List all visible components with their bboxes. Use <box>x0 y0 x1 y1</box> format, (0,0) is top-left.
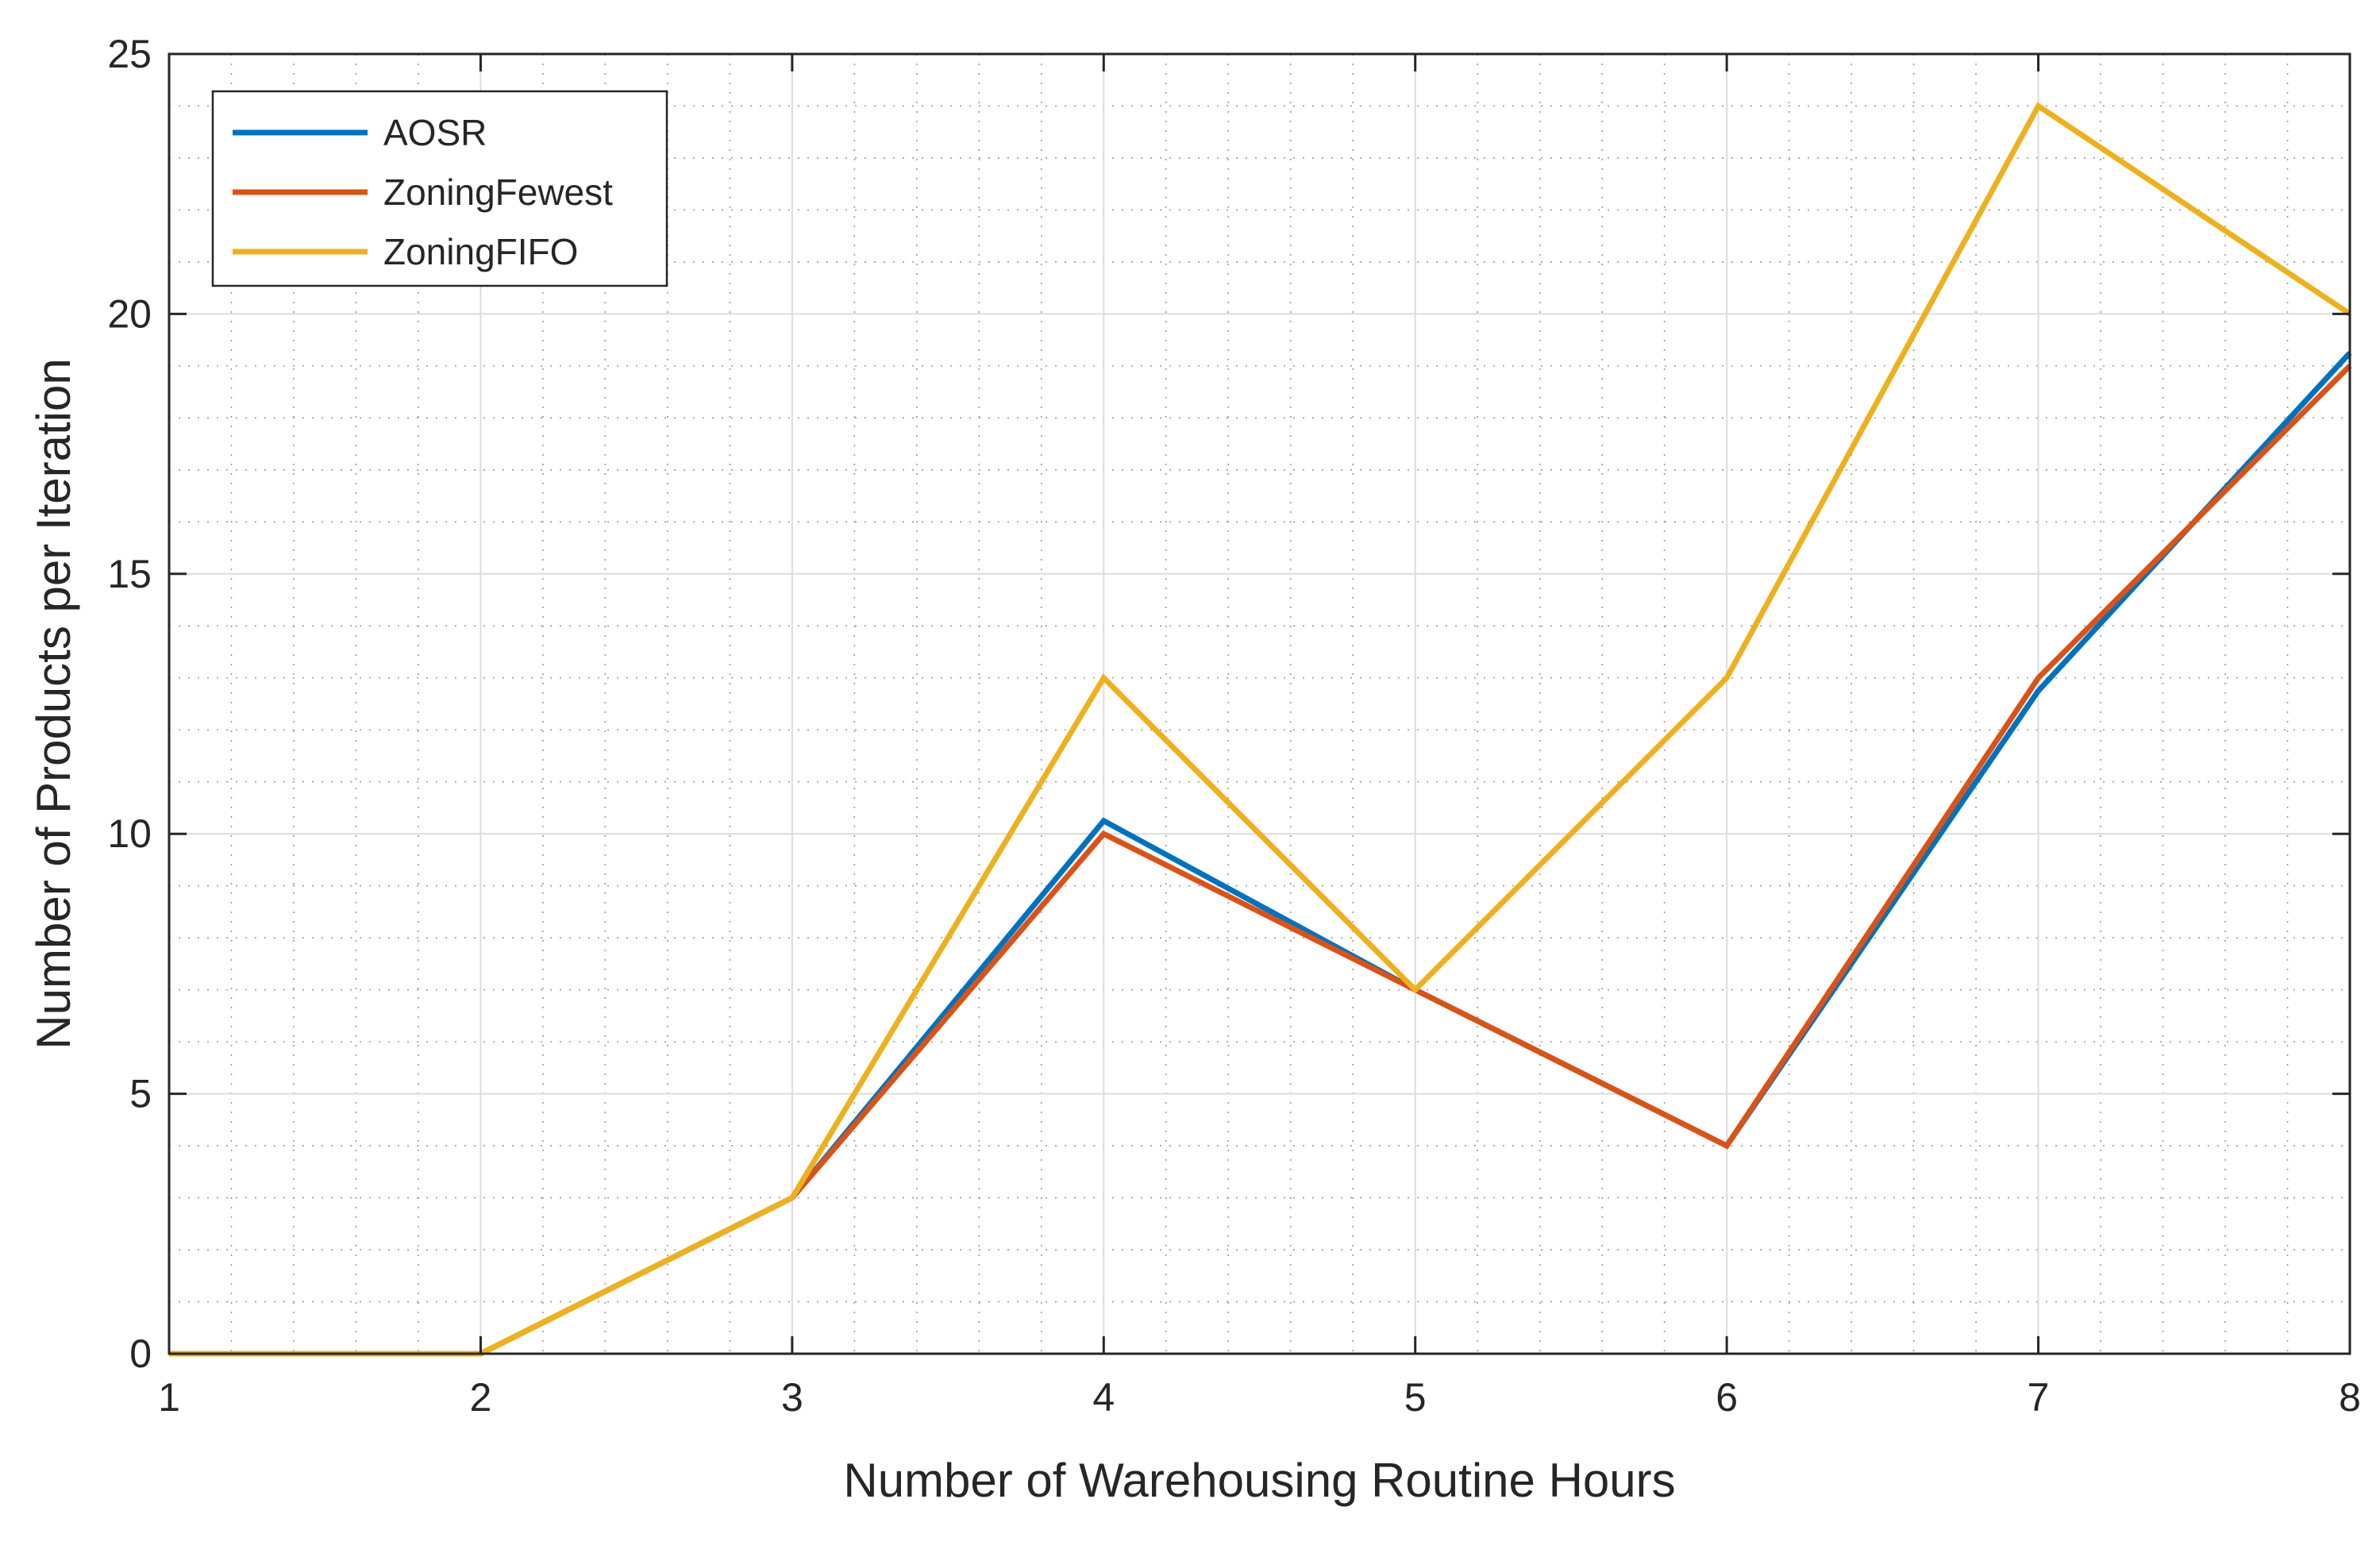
x-tick-label: 6 <box>1716 1375 1738 1420</box>
y-tick-label: 5 <box>129 1072 152 1116</box>
x-tick-label: 1 <box>158 1375 180 1420</box>
tick-marks <box>168 52 2351 1355</box>
x-tick-labels: 1 2 3 4 5 6 7 8 <box>158 1375 2361 1420</box>
series-layer <box>169 102 2352 1357</box>
y-tick-label: 15 <box>107 552 152 596</box>
y-tick-label: 20 <box>107 291 152 336</box>
legend-label: ZoningFewest <box>383 171 613 213</box>
plot-frame <box>168 52 2351 1355</box>
series-line-zoningfifo <box>169 102 2351 1357</box>
y-tick-label: 10 <box>107 811 152 856</box>
y-axis-label: Number of Products per Iteration <box>27 358 80 1049</box>
y-tick-label: 25 <box>107 32 152 76</box>
x-axis-label: Number of Warehousing Routine Hours <box>843 1454 1675 1507</box>
x-tick-label: 4 <box>1092 1375 1115 1420</box>
y-tick-labels: 0 5 10 15 20 25 <box>107 32 152 1376</box>
legend-label: ZoningFIFO <box>383 231 578 272</box>
x-tick-label: 3 <box>781 1375 803 1420</box>
x-tick-label: 2 <box>470 1375 492 1420</box>
y-tick-label: 0 <box>129 1331 152 1376</box>
x-tick-label: 5 <box>1404 1375 1427 1420</box>
x-tick-label: 8 <box>2339 1375 2361 1420</box>
legend-label: AOSR <box>383 112 487 153</box>
x-tick-label: 7 <box>2028 1375 2050 1420</box>
legend: AOSR ZoningFewest ZoningFIFO <box>211 90 668 287</box>
